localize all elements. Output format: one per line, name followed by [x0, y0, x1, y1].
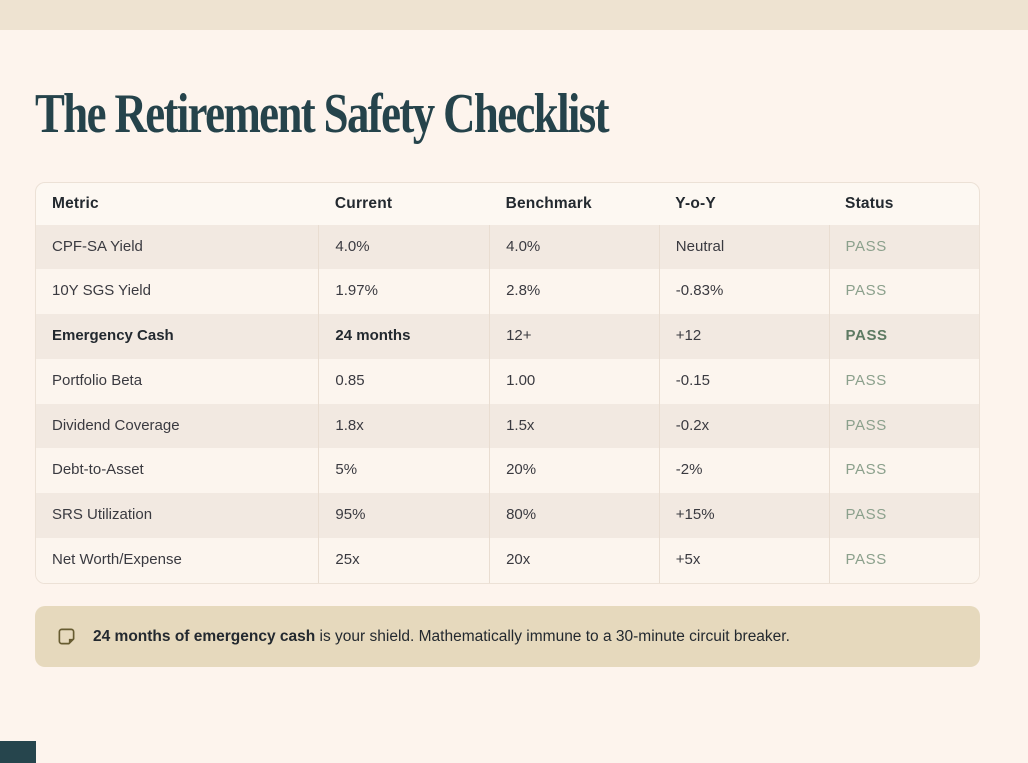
article-content: The Retirement Safety Checklist Metric C… — [35, 83, 980, 668]
cell-status: PASS — [828, 269, 979, 315]
cell-status: PASS — [828, 537, 979, 583]
footer-corner-block — [0, 741, 36, 763]
table-row: Emergency Cash 24 months 12+ +12 PASS — [36, 314, 979, 359]
column-header-current: Current — [334, 194, 393, 212]
cell-metric: Net Worth/Expense — [52, 550, 182, 568]
cell-status: PASS — [828, 448, 979, 494]
cell-status: PASS — [828, 224, 979, 270]
cell-current: 5% — [318, 448, 490, 494]
cell-current: 1.8x — [318, 403, 490, 449]
column-header-yoy: Y-o-Y — [675, 194, 716, 212]
cell-current: 25x — [318, 537, 490, 583]
cell-benchmark: 2.8% — [489, 269, 660, 315]
cell-benchmark: 4.0% — [489, 224, 660, 270]
cell-metric: Debt-to-Asset — [52, 461, 144, 479]
column-header-status: Status — [845, 194, 894, 212]
checklist-table: Metric Current Benchmark Y-o-Y Status CP… — [36, 183, 979, 583]
callout-text: 24 months of emergency cash is your shie… — [93, 626, 790, 648]
cell-current: 24 months — [318, 314, 490, 359]
callout-regular-text: is your shield. Mathematically immune to… — [315, 627, 790, 645]
table-row: Debt-to-Asset 5% 20% -2% PASS — [36, 448, 979, 494]
checklist-table-card: Metric Current Benchmark Y-o-Y Status CP… — [35, 181, 980, 584]
column-header-benchmark: Benchmark — [505, 194, 592, 212]
cell-yoy: -0.83% — [658, 269, 830, 315]
table-row: Portfolio Beta 0.85 1.00 -0.15 PASS — [36, 358, 979, 404]
cell-benchmark: 20% — [489, 448, 660, 494]
cell-metric: Emergency Cash — [52, 327, 174, 345]
cell-metric: SRS Utilization — [52, 506, 153, 524]
cell-benchmark: 80% — [489, 493, 660, 538]
cell-current: 95% — [318, 493, 490, 538]
column-header-metric: Metric — [52, 194, 99, 212]
table-row: SRS Utilization 95% 80% +15% PASS — [36, 493, 979, 538]
top-band — [0, 0, 1028, 30]
cell-metric: Portfolio Beta — [52, 371, 143, 389]
cell-yoy: -2% — [658, 448, 830, 494]
cell-status: PASS — [828, 493, 979, 538]
cell-yoy: +5x — [658, 537, 830, 583]
cell-current: 4.0% — [318, 224, 490, 270]
cell-metric: 10Y SGS Yield — [52, 282, 151, 300]
table-row: CPF-SA Yield 4.0% 4.0% Neutral PASS — [36, 224, 979, 270]
cell-yoy: Neutral — [658, 224, 830, 270]
callout-bold-text: 24 months of emergency cash — [93, 627, 316, 645]
cell-status: PASS — [828, 314, 979, 359]
cell-benchmark: 20x — [489, 537, 660, 583]
emergency-cash-callout: 24 months of emergency cash is your shie… — [35, 605, 980, 668]
table-row: Dividend Coverage 1.8x 1.5x -0.2x PASS — [36, 403, 979, 449]
cell-yoy: +15% — [658, 493, 830, 538]
table-header: Metric Current Benchmark Y-o-Y Status — [36, 183, 979, 225]
cell-metric: Dividend Coverage — [52, 416, 180, 434]
cell-status: PASS — [828, 358, 979, 404]
cell-yoy: -0.15 — [658, 358, 830, 404]
cell-current: 0.85 — [318, 358, 490, 404]
cell-yoy: -0.2x — [658, 403, 830, 449]
table-header-row: Metric Current Benchmark Y-o-Y Status — [36, 183, 979, 225]
cell-benchmark: 12+ — [489, 314, 660, 359]
table-body: CPF-SA Yield 4.0% 4.0% Neutral PASS 10Y SGS Y… — [36, 224, 979, 583]
cell-benchmark: 1.5x — [489, 403, 660, 449]
cell-metric: CPF-SA Yield — [52, 237, 143, 255]
cell-benchmark: 1.00 — [489, 358, 660, 404]
table-row: Net Worth/Expense 25x 20x +5x PASS — [36, 537, 979, 583]
cell-status: PASS — [828, 403, 979, 449]
page-title: The Retirement Safety Checklist — [35, 83, 610, 145]
table-row: 10Y SGS Yield 1.97% 2.8% -0.83% PASS — [36, 269, 979, 315]
sticky-note-icon — [57, 627, 76, 646]
cell-yoy: +12 — [658, 314, 830, 359]
cell-current: 1.97% — [318, 269, 490, 315]
